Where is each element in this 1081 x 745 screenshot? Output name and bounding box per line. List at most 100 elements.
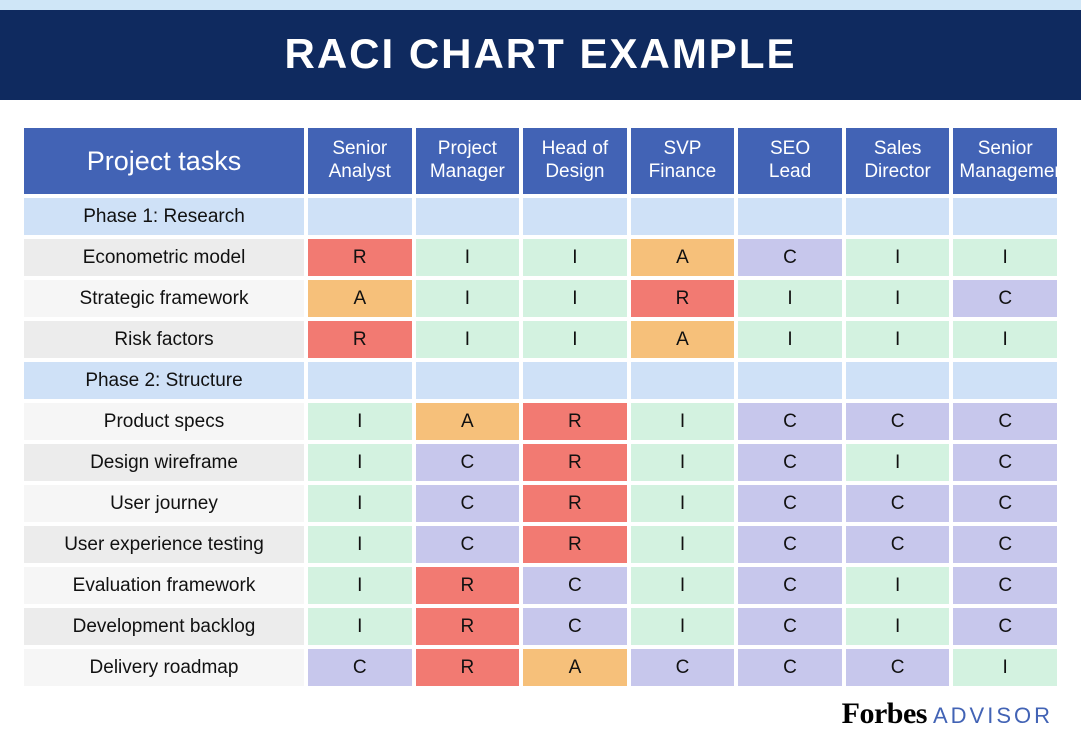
raci-cell: I [631, 526, 735, 563]
raci-cell: C [846, 485, 950, 522]
task-row: Risk factorsRIIAIII [24, 321, 1057, 358]
task-label: User journey [24, 485, 304, 522]
task-label: Delivery roadmap [24, 649, 304, 686]
phase-empty-cell [846, 362, 950, 399]
raci-cell: I [631, 403, 735, 440]
raci-cell: I [846, 444, 950, 481]
footer-forbes: Forbes [842, 697, 927, 731]
task-row: Delivery roadmapCRACCCI [24, 649, 1057, 686]
raci-cell: C [846, 526, 950, 563]
raci-cell: C [738, 567, 842, 604]
raci-cell: I [416, 280, 520, 317]
raci-cell: C [953, 526, 1057, 563]
raci-cell: C [416, 526, 520, 563]
raci-cell: I [631, 608, 735, 645]
raci-cell: I [631, 485, 735, 522]
raci-cell: I [738, 321, 842, 358]
phase-empty-cell [738, 362, 842, 399]
raci-body: Phase 1: ResearchEconometric modelRIIACI… [24, 198, 1057, 686]
raci-cell: I [416, 239, 520, 276]
raci-cell: C [523, 608, 627, 645]
header-role-0: SeniorAnalyst [308, 128, 412, 194]
raci-cell: C [308, 649, 412, 686]
title-bar: RACI CHART EXAMPLE [0, 10, 1081, 100]
raci-cell: I [738, 280, 842, 317]
raci-cell: A [523, 649, 627, 686]
raci-cell: C [631, 649, 735, 686]
raci-cell: C [523, 567, 627, 604]
task-label: Strategic framework [24, 280, 304, 317]
raci-table-wrap: Project tasks SeniorAnalyst ProjectManag… [0, 100, 1081, 700]
top-strip [0, 0, 1081, 10]
raci-cell: A [416, 403, 520, 440]
raci-cell: I [631, 444, 735, 481]
raci-cell: R [308, 239, 412, 276]
phase-empty-cell [523, 362, 627, 399]
raci-cell: C [738, 239, 842, 276]
header-role-1: ProjectManager [416, 128, 520, 194]
phase-empty-cell [416, 198, 520, 235]
raci-cell: C [738, 403, 842, 440]
raci-cell: R [523, 526, 627, 563]
raci-cell: C [738, 444, 842, 481]
phase-empty-cell [631, 362, 735, 399]
phase-empty-cell [523, 198, 627, 235]
raci-cell: I [631, 567, 735, 604]
header-row: Project tasks SeniorAnalyst ProjectManag… [24, 128, 1057, 194]
raci-cell: R [631, 280, 735, 317]
raci-cell: R [523, 444, 627, 481]
task-row: Strategic frameworkAIIRIIC [24, 280, 1057, 317]
raci-cell: C [953, 567, 1057, 604]
raci-cell: C [953, 608, 1057, 645]
header-role-2: Head ofDesign [523, 128, 627, 194]
phase-label: Phase 1: Research [24, 198, 304, 235]
task-row: User journeyICRICCC [24, 485, 1057, 522]
raci-cell: C [953, 403, 1057, 440]
raci-cell: R [416, 608, 520, 645]
raci-cell: A [631, 321, 735, 358]
raci-cell: I [953, 321, 1057, 358]
raci-cell: I [846, 608, 950, 645]
raci-cell: R [523, 403, 627, 440]
header-role-4: SEOLead [738, 128, 842, 194]
task-label: Evaluation framework [24, 567, 304, 604]
raci-cell: I [523, 280, 627, 317]
task-label: Econometric model [24, 239, 304, 276]
task-row: Econometric modelRIIACII [24, 239, 1057, 276]
raci-cell: I [308, 526, 412, 563]
task-row: User experience testingICRICCC [24, 526, 1057, 563]
header-role-5: SalesDirector [846, 128, 950, 194]
raci-cell: C [738, 526, 842, 563]
raci-cell: R [416, 567, 520, 604]
raci-cell: I [308, 403, 412, 440]
raci-cell: R [308, 321, 412, 358]
raci-cell: I [846, 280, 950, 317]
raci-cell: I [308, 485, 412, 522]
task-label: Product specs [24, 403, 304, 440]
phase-label: Phase 2: Structure [24, 362, 304, 399]
phase-empty-cell [416, 362, 520, 399]
raci-cell: C [953, 485, 1057, 522]
raci-cell: C [846, 403, 950, 440]
raci-cell: I [523, 321, 627, 358]
raci-cell: I [416, 321, 520, 358]
task-label: Risk factors [24, 321, 304, 358]
raci-cell: C [738, 649, 842, 686]
task-row: Development backlogIRCICIC [24, 608, 1057, 645]
raci-table: Project tasks SeniorAnalyst ProjectManag… [20, 124, 1061, 690]
header-role-3: SVPFinance [631, 128, 735, 194]
raci-cell: I [953, 239, 1057, 276]
phase-row: Phase 2: Structure [24, 362, 1057, 399]
phase-empty-cell [308, 198, 412, 235]
raci-cell: I [846, 239, 950, 276]
footer-brand: Forbes ADVISOR [842, 697, 1053, 731]
header-tasks: Project tasks [24, 128, 304, 194]
phase-row: Phase 1: Research [24, 198, 1057, 235]
footer-advisor: ADVISOR [933, 703, 1053, 729]
header-role-6: SeniorManagement [953, 128, 1057, 194]
phase-empty-cell [846, 198, 950, 235]
raci-cell: A [631, 239, 735, 276]
raci-cell: I [523, 239, 627, 276]
phase-empty-cell [631, 198, 735, 235]
phase-empty-cell [308, 362, 412, 399]
